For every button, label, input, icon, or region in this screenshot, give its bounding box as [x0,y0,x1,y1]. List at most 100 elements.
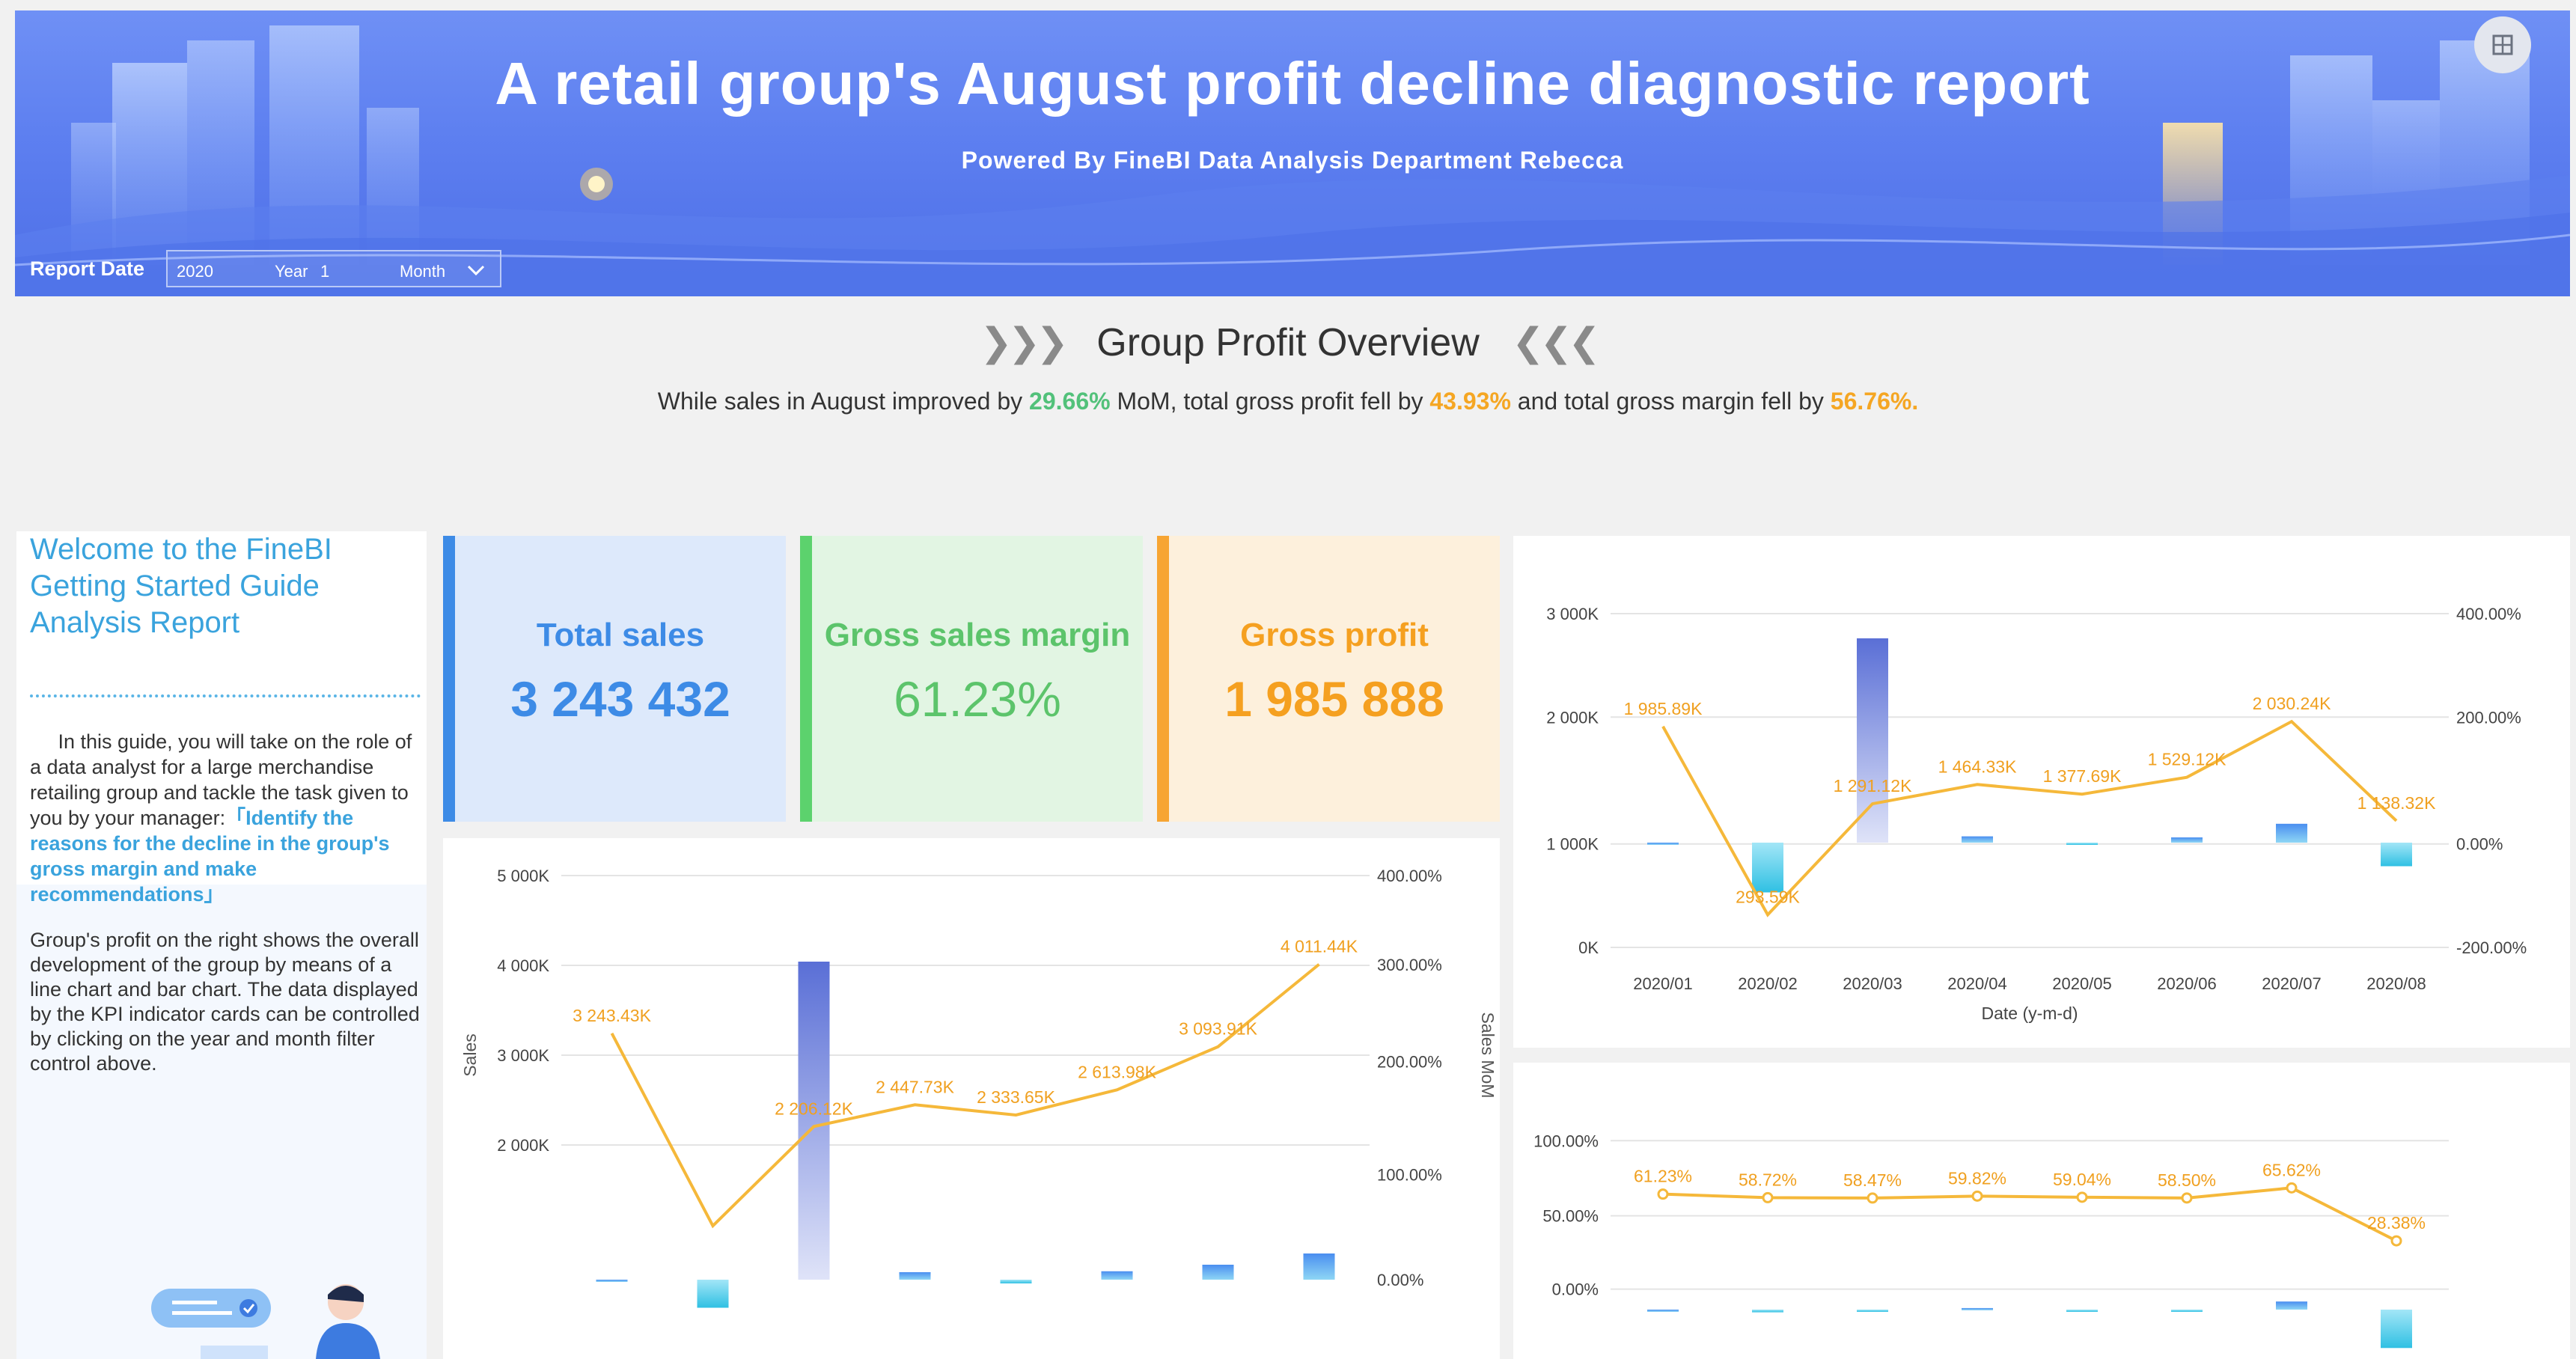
arrows-left-icon: ❮❮❮ [1512,321,1601,364]
mom-bar [899,1272,931,1280]
data-label: 58.72% [1739,1170,1797,1189]
profit-chart-card: 0K 1 000K 2 000K 3 000K -200.00% 0.00% 200.00%… [1513,536,2570,1048]
kpi-value: 3 243 432 [510,671,730,727]
line-point [2076,1191,2088,1203]
mom-bar [1962,836,1993,843]
y2-axis-title: Sales MoM [1478,1012,1498,1098]
chevron-down-icon [467,265,485,276]
data-label: 3 243.43K [573,1006,652,1025]
data-label: 2 333.65K [977,1087,1056,1107]
mom-bar [1101,1271,1133,1280]
kpi-label: Total sales [536,617,705,653]
x-tick-label: 2020/03 [1843,974,1902,993]
y-tick-label: 3 000K [497,1046,549,1065]
intro-top [16,531,427,885]
intro-paragraph: In this guide, you will take on the role… [30,729,421,907]
x-tick-label: 2020/07 [2262,974,2322,993]
year-value: 2020 [177,262,213,281]
date-filter[interactable]: 2020 Year 1 Month [166,250,501,287]
data-label: 58.47% [1843,1170,1902,1190]
y-tick-label: 0.00% [1552,1280,1599,1299]
data-label: 59.04% [2053,1170,2111,1189]
data-label: 59.82% [1948,1168,2006,1188]
mom-bar [1647,843,1679,845]
mom-bar [2381,1310,2412,1349]
y2-tick-label: 100.00% [1377,1166,1442,1185]
month-value: 1 [320,262,330,281]
data-label: 4 011.44K [1281,937,1358,956]
line-point [1657,1188,1669,1200]
y-tick-label: 2 000K [497,1136,549,1155]
x-axis-title: Date (y-m-d) [1981,1004,2078,1023]
line-point [2390,1235,2402,1247]
kpi-card-total-sales[interactable]: Total sales 3 243 432 [443,536,786,822]
mom-bar [2171,837,2203,843]
summary-text: and total gross margin fell by [1510,388,1831,415]
kpi-card-gross-profit[interactable]: Gross profit 1 985 888 [1157,536,1500,822]
x-tick-label: 2020/02 [1738,974,1798,993]
mom-bar [1647,1310,1679,1312]
arrows-right-icon: ❯❯❯ [980,321,1069,364]
mom-bar [2276,1301,2307,1310]
mom-bar [1000,1280,1032,1283]
kpi-value: 1 985 888 [1224,671,1444,727]
mom-bar [596,1280,628,1282]
grid-icon [2492,34,2513,55]
data-label: 2 206.12K [775,1099,854,1118]
data-label: 2 447.73K [876,1077,955,1096]
kpi-accent-bar [443,536,455,822]
layout-toggle-button[interactable] [2474,16,2531,73]
line-point [2286,1182,2298,1194]
x-tick-label: 2020/06 [2157,974,2217,993]
sales-chart-card: 2 000K 3 000K 4 000K 5 000K 0.00% 100.00% 200.… [443,838,1500,1359]
mom-bar [1962,1307,1993,1310]
y2-tick-label: 400.00% [1377,867,1442,885]
x-tick-label: 2020/01 [1633,974,1693,993]
y2-tick-label: 0.00% [1377,1271,1423,1289]
sales-mom-value: 29.66% [1029,388,1111,415]
y2-tick-label: 200.00% [1377,1052,1442,1071]
y2-tick-label: 200.00% [2456,708,2521,727]
overview-summary: While sales in August improved by 29.66%… [0,388,2576,415]
mom-bar [2066,1310,2098,1312]
overview-title: Group Profit Overview [1096,321,1480,364]
data-label: 1 377.69K [2043,766,2122,786]
mom-bar [2171,1310,2203,1312]
y-tick-label: 4 000K [497,956,549,975]
kpi-accent-bar [800,536,812,822]
mom-bar [1303,1253,1335,1280]
data-label: 1 529.12K [2148,750,2227,769]
mom-bar [1752,843,1783,893]
y-tick-label: 5 000K [497,867,549,885]
y-tick-label: 0K [1578,938,1599,957]
data-label: 61.23% [1634,1167,1692,1186]
report-title: A retail group's August profit decline d… [495,50,2090,117]
mom-bar [1752,1310,1783,1313]
mom-bar [697,1280,729,1308]
summary-text: MoM, total gross profit fell by [1110,388,1430,415]
intro-paragraph-2: Group's profit on the right shows the ov… [30,929,420,1075]
profit-mom-value: 43.93% [1429,388,1511,415]
x-tick-label: 2020/05 [2052,974,2112,993]
value-line [1661,719,2398,917]
data-label: 1 138.32K [2357,793,2437,813]
value-line [610,963,1320,1229]
analyst-illustration [151,1284,380,1359]
overview-heading: ❯❯❯ Group Profit Overview ❮❮❮ [0,320,2576,365]
data-label: 1 291.12K [1834,776,1913,795]
mom-bar [1857,1310,1888,1312]
summary-text: While sales in August improved by [657,388,1030,415]
data-label: 1 985.89K [1624,699,1703,718]
x-tick-label: 2020/08 [2366,974,2426,993]
intro-text: In this guide, you will take on the role… [30,730,412,829]
banner-decoration [15,25,2570,296]
y2-tick-label: 0.00% [2456,835,2503,854]
y-tick-label: 100.00% [1533,1132,1599,1150]
kpi-card-gross-margin[interactable]: Gross sales margin 61.23% [800,536,1143,822]
kpi-label: Gross profit [1240,617,1429,653]
report-subtitle: Powered By FineBI Data Analysis Departme… [961,147,1624,174]
data-label: 293.59K [1736,887,1800,906]
y2-tick-label: 300.00% [1377,956,1442,974]
mom-bar [798,962,830,1280]
